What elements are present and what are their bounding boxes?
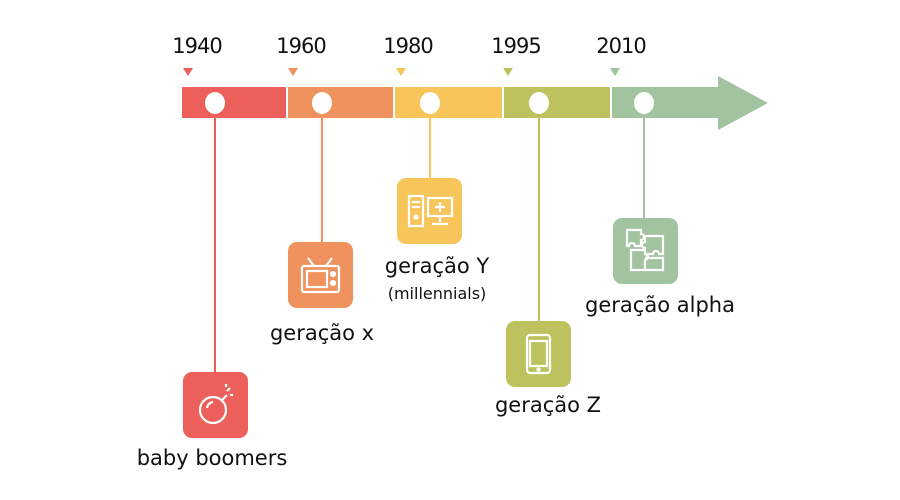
label-geracao-x: geração x	[269, 321, 375, 345]
computer-icon	[407, 194, 454, 228]
year-marker-triangle	[183, 68, 193, 76]
timeline-node	[420, 92, 440, 114]
label-baby-boomers: baby boomers	[136, 446, 288, 470]
icon-tile	[183, 372, 248, 438]
bomb-icon	[198, 384, 233, 425]
year-1995: 1995	[491, 34, 541, 58]
timeline-segment	[288, 87, 393, 118]
timeline-arrow	[612, 76, 768, 130]
icon-tile	[506, 321, 571, 387]
tv-icon	[300, 257, 341, 294]
year-marker-triangle	[396, 68, 406, 76]
year-1960: 1960	[276, 34, 326, 58]
timeline-node	[205, 92, 225, 114]
label-geracao-alpha: geração alpha	[585, 293, 735, 317]
year-marker-triangle	[288, 68, 298, 76]
year-marker-triangle	[610, 68, 620, 76]
timeline-segment	[395, 87, 502, 118]
timeline-segment	[504, 87, 610, 118]
sublabel-millennials: (millennials)	[387, 284, 487, 303]
year-1940: 1940	[172, 34, 222, 58]
label-geracao-z: geração Z	[494, 393, 602, 417]
label-geracao-y: geração Y	[384, 254, 490, 278]
icon-tile	[288, 242, 353, 308]
timeline-node	[634, 92, 654, 114]
timeline-node	[312, 92, 332, 114]
year-marker-triangle	[503, 68, 513, 76]
icon-tile	[397, 178, 462, 244]
timeline-segment	[182, 87, 286, 118]
year-1980: 1980	[383, 34, 433, 58]
puzzle-icon	[625, 228, 665, 272]
timeline-node	[529, 92, 549, 114]
smartphone-icon	[525, 333, 552, 375]
year-2010: 2010	[596, 34, 646, 58]
